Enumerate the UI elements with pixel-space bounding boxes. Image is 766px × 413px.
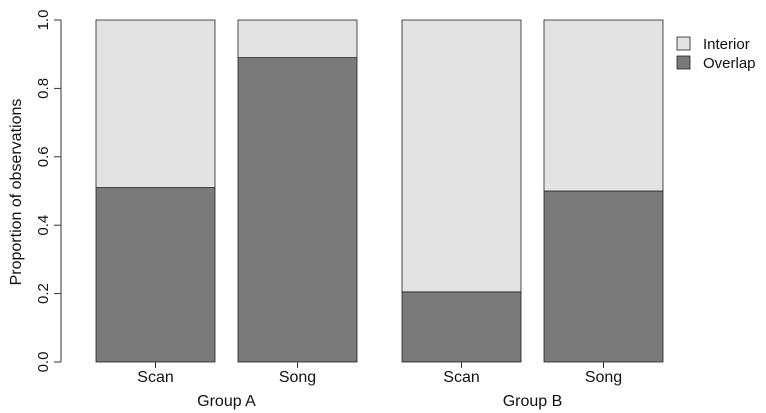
x-axis-labels: Scan Song Scan Song Group A Group B [137,362,622,410]
bar-segment-interior-0 [95,19,216,188]
y-tick-label: 0.0 [35,352,52,373]
y-tick-label: 0.6 [35,146,52,167]
x-tick-label: Song [585,369,622,386]
bar-segment-overlap-1 [237,57,358,363]
legend-swatch-overlap [676,55,691,70]
y-axis-title: Proportion of observations [8,99,25,286]
bars [95,19,664,363]
bar-segment-interior-3 [543,19,664,192]
y-axis: 0.0 0.2 0.4 0.6 0.8 1.0 [35,10,62,373]
x-tick-label: Scan [443,369,479,386]
bar-segment-overlap-0 [95,187,216,363]
x-tick-label: Song [279,369,316,386]
legend-label-interior: Interior [703,36,750,53]
group-label: Group B [503,393,563,410]
y-tick-label: 0.4 [35,215,52,236]
x-tick-label: Scan [137,369,173,386]
bar-segment-overlap-3 [543,190,664,363]
legend-label-overlap: Overlap [703,55,756,72]
legend: Interior Overlap [676,36,756,72]
y-tick-label: 1.0 [35,10,52,31]
legend-swatch-interior [676,36,691,51]
y-tick-label: 0.8 [35,78,52,99]
y-tick-label: 0.2 [35,283,52,304]
group-label: Group A [197,393,256,410]
bar-segment-interior-1 [237,19,358,59]
bar-segment-overlap-2 [401,291,522,363]
bar-segment-interior-2 [401,19,522,293]
